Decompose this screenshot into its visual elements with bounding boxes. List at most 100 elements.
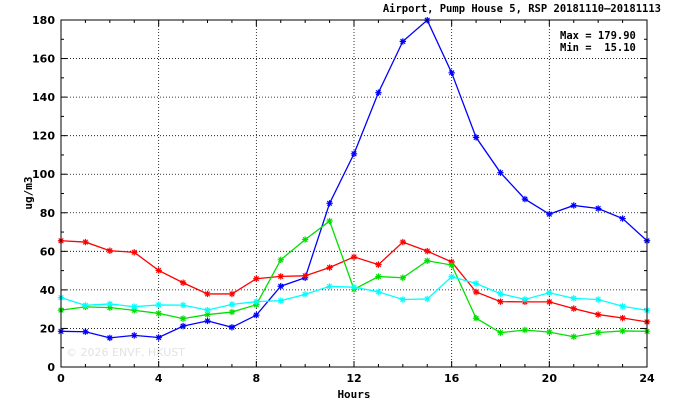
y-tick-label: 140 [32,91,55,104]
axis-ticks: 0 4 8 12 16 20 24 0 20 40 60 80 100 120 140 160 180 [32,14,655,385]
y-axis-label: ug/m3 [22,176,35,209]
data-point [594,329,602,336]
data-point [424,295,431,303]
data-point [375,89,382,96]
data-point [106,334,114,342]
y-tick-label: 180 [32,14,55,27]
x-tick-label: 24 [639,372,655,385]
chart-title: Airport, Pump House 5, RSP 20181110–2018… [383,3,661,15]
min-annotation: Min = 15.10 [560,42,636,54]
data-point [253,275,260,282]
data-point [521,296,529,303]
data-point [301,236,309,243]
data-point [277,273,284,280]
data-point [82,328,89,335]
data-point [106,304,114,311]
data-point [350,283,358,291]
data-point [570,202,577,209]
x-tick-label: 16 [444,372,460,385]
data-point [277,297,284,304]
data-point [399,38,407,45]
x-axis-label: Hours [337,388,370,401]
x-tick-label: 4 [155,372,163,385]
data-point [106,247,114,254]
data-point [204,290,211,298]
data-point [155,334,162,341]
y-tick-label: 100 [32,168,55,181]
data-point [204,317,211,325]
data-point [424,257,431,264]
data-point [228,290,236,298]
data-point [253,311,260,319]
data-point [546,298,553,306]
data-point [448,261,455,269]
data-point [521,195,529,203]
data-point [472,315,480,322]
data-point [619,215,626,222]
data-point [131,307,138,314]
data-point [326,283,333,290]
data-point [497,329,504,336]
data-point [399,296,407,303]
data-point [546,210,553,218]
data-point [301,291,309,298]
data-point [326,217,333,225]
data-point [253,298,260,305]
series-4 [57,273,651,314]
data-point [546,289,553,296]
data-point [179,301,187,309]
data-point [448,273,455,280]
plot-frame [60,19,648,368]
data-point [155,310,162,317]
data-point [570,295,577,302]
grid [61,20,647,367]
data-point [326,200,333,207]
data-point [228,308,236,316]
data-point [399,274,407,281]
data-point [619,327,626,335]
data-point [375,261,382,268]
y-tick-label: 80 [40,207,56,220]
data-point [350,150,358,157]
data-point [326,264,333,271]
data-point [106,300,114,308]
data-point [131,332,138,339]
x-tick-label: 20 [542,372,558,385]
data-point [277,283,284,290]
y-tick-label: 0 [47,361,55,374]
data-point [497,169,504,176]
data-point [375,288,382,296]
data-point [472,288,480,296]
data-point [82,302,89,309]
watermark: © 2026 ENVF, HKUST [66,346,185,359]
data-point [131,303,138,310]
y-tick-label: 20 [40,322,56,335]
data-point [179,322,187,330]
x-tick-label: 12 [346,372,361,385]
data-point [448,69,455,77]
y-tick-label: 160 [32,53,55,66]
data-point [472,134,480,141]
data-point [594,296,602,303]
data-point [619,303,626,310]
data-point [546,328,553,336]
data-point [594,205,602,212]
y-tick-label: 120 [32,130,55,143]
data-point [277,256,284,264]
x-tick-label: 0 [57,372,65,385]
x-tick-label: 8 [253,372,261,385]
data-point [472,280,480,287]
y-tick-label: 40 [40,284,56,297]
series-2 [57,237,651,326]
data-point [594,311,602,318]
data-point [424,247,431,255]
data-point [155,301,162,309]
data-point [131,249,138,256]
data-point [228,301,236,308]
data-point [228,324,236,331]
data-point [521,326,529,334]
y-tick-label: 60 [40,245,56,258]
data-point [497,298,504,305]
data-point [570,333,577,340]
